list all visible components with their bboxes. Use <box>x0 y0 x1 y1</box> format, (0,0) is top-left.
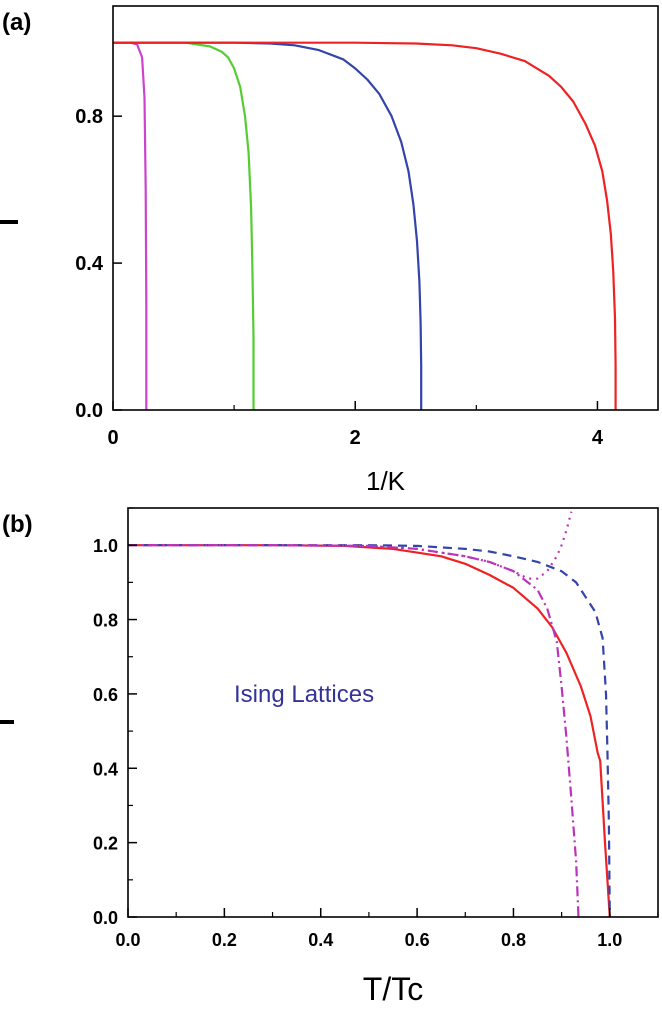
y-tick-label: 0.0 <box>93 908 118 928</box>
x-tick-label: 0 <box>107 427 118 449</box>
x-tick-label: 0.6 <box>405 930 430 950</box>
x-tick-label: 0.8 <box>501 930 526 950</box>
x-tick-label: 1.0 <box>597 930 622 950</box>
plot-frame <box>112 5 659 411</box>
y-tick-label: 0.4 <box>75 253 104 275</box>
y-tick-label: 0.4 <box>93 759 118 779</box>
x-tick-label: 4 <box>592 427 604 449</box>
series-line-1 <box>113 41 148 410</box>
y-axis-label: I <box>0 718 20 726</box>
x-axis-label: 1/K <box>366 466 406 496</box>
y-tick-label: 0.0 <box>75 400 103 422</box>
panel-label: (a) <box>2 9 31 36</box>
x-tick-label: 0.4 <box>308 930 333 950</box>
series-line-2 <box>128 544 611 918</box>
y-tick-label: 0.2 <box>93 834 118 854</box>
y-tick-label: 0.8 <box>93 611 118 631</box>
panel-label: (b) <box>2 511 33 538</box>
series-line-2 <box>113 41 255 410</box>
chart-panel-a: (a) 0 2 4 0.0 0.4 0.8 1/K I <box>0 5 659 496</box>
y-tick-label: 1.0 <box>93 536 118 556</box>
series-line-4 <box>128 544 580 918</box>
x-axis-label: T/Tc <box>363 971 423 1007</box>
y-tick-label: 0.6 <box>93 685 118 705</box>
chart-panel-b: (b) 0.0 0.2 0.4 0.6 0.8 1.0 0.0 0.2 0.4 0.6 0.8 1.0 T… <box>0 507 659 1007</box>
x-tick-label: 0.0 <box>115 930 140 950</box>
y-tick-label: 0.8 <box>75 106 103 128</box>
y-axis-label: I <box>0 218 24 226</box>
series-line-1 <box>128 544 611 918</box>
x-tick-label: 0.2 <box>212 930 237 950</box>
plot-frame <box>127 507 659 918</box>
annotation-text: Ising Lattices <box>234 681 374 708</box>
series-line-4 <box>113 41 617 410</box>
series-line-3 <box>113 41 423 410</box>
x-tick-label: 2 <box>350 427 361 449</box>
